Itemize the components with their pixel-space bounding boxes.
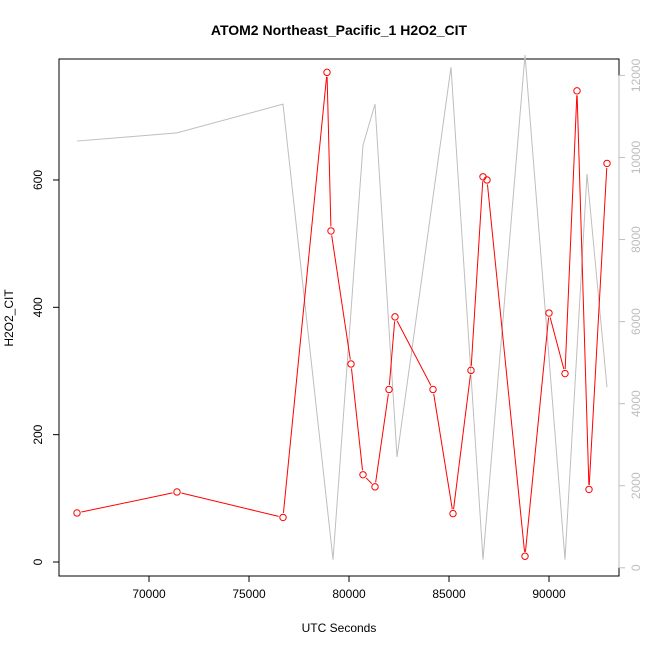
- data-point: [521, 552, 529, 560]
- data-point: [561, 369, 569, 378]
- data-point: [429, 385, 437, 394]
- data-point: [545, 309, 553, 317]
- data-point: [359, 471, 367, 479]
- data-point: [391, 313, 399, 321]
- data-point: [385, 385, 393, 394]
- series-line-segment: [282, 76, 328, 513]
- x-tick-label: 70000: [132, 587, 166, 601]
- y-tick-label: 0: [31, 558, 45, 565]
- data-point: [573, 87, 581, 95]
- x-tick-label: 80000: [332, 587, 366, 601]
- series-line-segment: [388, 321, 396, 386]
- y2-tick-label: 12000: [629, 58, 643, 92]
- series-line-segment: [486, 184, 526, 552]
- x-tick-label: 85000: [432, 587, 466, 601]
- series-line-segment: [576, 95, 590, 485]
- series-line-segment: [331, 235, 351, 360]
- y2-tick-label: 2000: [629, 472, 643, 499]
- y2-tick-label: 10000: [629, 140, 643, 174]
- series-line-segment: [81, 492, 173, 513]
- series-line-segment: [350, 368, 364, 471]
- series-line-segment: [375, 393, 389, 483]
- y-axis-label: H2O2_CIT: [2, 289, 16, 347]
- series-line-segment: [181, 492, 279, 517]
- series-line-segment: [326, 76, 332, 227]
- series-left-red: [73, 68, 611, 560]
- series-line-segment: [433, 393, 453, 510]
- series-line-segment: [470, 181, 484, 366]
- data-point: [585, 485, 593, 494]
- data-point: [449, 509, 457, 518]
- y2-tick-label: 8000: [629, 226, 643, 253]
- axes: 70000 75000 80000 85000 90000020040060002000…: [31, 58, 643, 601]
- data-point: [467, 366, 475, 375]
- data-point: [371, 483, 379, 491]
- y-tick-label: 400: [31, 297, 45, 317]
- x-tick-label: 90000: [532, 587, 566, 601]
- y-tick-label: 600: [31, 170, 45, 190]
- series-line: [76, 54, 608, 560]
- y-tick-label: 200: [31, 424, 45, 444]
- series-line-segment: [564, 95, 578, 370]
- data-point: [603, 159, 611, 168]
- series-layer: [73, 54, 611, 560]
- data-point: [279, 513, 287, 522]
- y2-tick-label: 0: [629, 564, 643, 571]
- plot-frame: [58, 58, 620, 577]
- series-line-segment: [396, 320, 432, 386]
- data-point: [323, 68, 331, 77]
- series-right-grey: [76, 54, 608, 560]
- data-point: [73, 509, 81, 517]
- y2-tick-label: 6000: [629, 308, 643, 335]
- data-point: [173, 488, 181, 496]
- y2-tick-label: 4000: [629, 390, 643, 417]
- chart-title: ATOM2 Northeast_Pacific_1 H2O2_CIT: [211, 22, 468, 38]
- x-axis-label: UTC Seconds: [302, 621, 377, 635]
- series-line-segment: [549, 317, 565, 370]
- series-line-segment: [365, 477, 373, 485]
- series-line-segment: [453, 374, 471, 510]
- series-line-segment: [524, 317, 550, 552]
- x-tick-label: 75000: [232, 587, 266, 601]
- series-line-segment: [588, 167, 608, 485]
- data-point: [327, 227, 335, 235]
- data-point: [347, 360, 355, 368]
- data-point: [483, 176, 491, 184]
